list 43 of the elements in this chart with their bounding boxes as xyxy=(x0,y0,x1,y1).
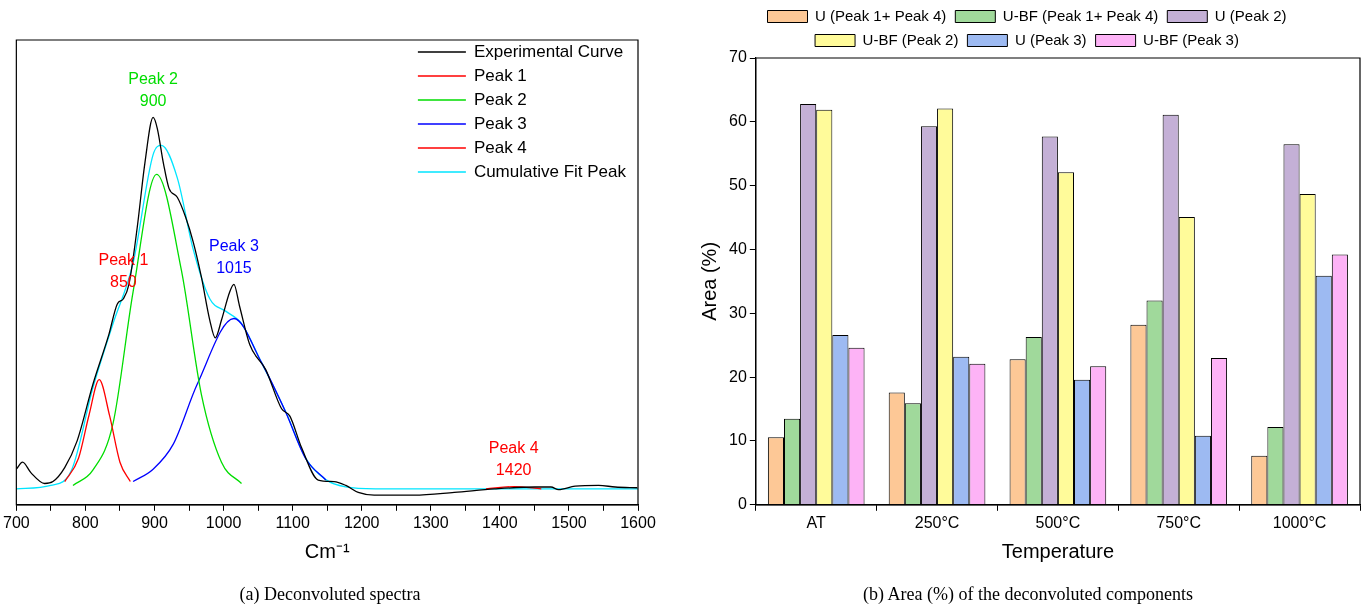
y-tick-label: 0 xyxy=(737,495,747,513)
legend-label: Peak 1 xyxy=(473,65,527,85)
legend-label: Peak 3 xyxy=(473,113,527,133)
y-tick-label: 50 xyxy=(729,176,747,194)
annotation: Peak 4 1420 xyxy=(488,439,539,478)
x-tick-label: 1400 xyxy=(482,513,518,531)
legend-label: U (Peak 1+ Peak 4) xyxy=(815,6,947,24)
annotation: Peak 3 1015 xyxy=(209,236,259,276)
y-tick-label: 60 xyxy=(729,112,747,130)
legend-label: U (Peak 2) xyxy=(1214,6,1287,24)
legend-label: Peak 4 xyxy=(473,137,527,157)
x-tick-label: 1500 xyxy=(551,513,587,531)
x-tick-label: AT xyxy=(806,513,827,531)
legend-label: U-BF (Peak 2) xyxy=(862,30,959,48)
x-tick-label: 1100 xyxy=(275,513,310,531)
y-tick-label: 70 xyxy=(729,48,747,66)
y-tick-label: 10 xyxy=(729,431,747,449)
legend-label: U-BF (Peak 1+ Peak 4) xyxy=(1002,6,1159,24)
x-tick-label: 1600 xyxy=(620,513,656,531)
x-tick-label: 1000°C xyxy=(1272,513,1327,531)
y-tick-label: 30 xyxy=(729,303,747,321)
x-tick-label: 1300 xyxy=(412,513,449,531)
x-tick-label: 1000 xyxy=(205,513,242,531)
x-tick-label: 900 xyxy=(141,513,168,531)
legend-label: Peak 2 xyxy=(473,89,527,109)
x-axis-title: Temperature xyxy=(1001,539,1115,562)
legend-label: Cumulative Fit Peak xyxy=(473,161,627,181)
legend-label: U (Peak 3) xyxy=(1014,30,1087,48)
text: (b) Area (%) of the deconvoluted components xyxy=(862,584,1194,605)
x-axis-title: Cm⁻¹ xyxy=(304,539,350,562)
legend-label: Experimental Curve xyxy=(473,41,624,61)
legend-label: U-BF (Peak 3) xyxy=(1143,30,1239,48)
x-tick-label: 700 xyxy=(3,513,30,531)
x-tick-label: 800 xyxy=(72,513,99,531)
x-tick-label: 500°C xyxy=(1035,513,1081,531)
y-tick-label: 40 xyxy=(729,239,747,257)
x-tick-label: 1200 xyxy=(343,513,380,531)
y-tick-label: 20 xyxy=(729,367,747,385)
annotation: Peak 2 900 xyxy=(128,69,179,109)
x-tick-label: 750°C xyxy=(1156,513,1202,531)
y-axis-title: Area (%) xyxy=(697,241,720,321)
x-tick-label: 250°C xyxy=(914,513,960,531)
text: (a) Deconvoluted spectra xyxy=(238,584,422,605)
